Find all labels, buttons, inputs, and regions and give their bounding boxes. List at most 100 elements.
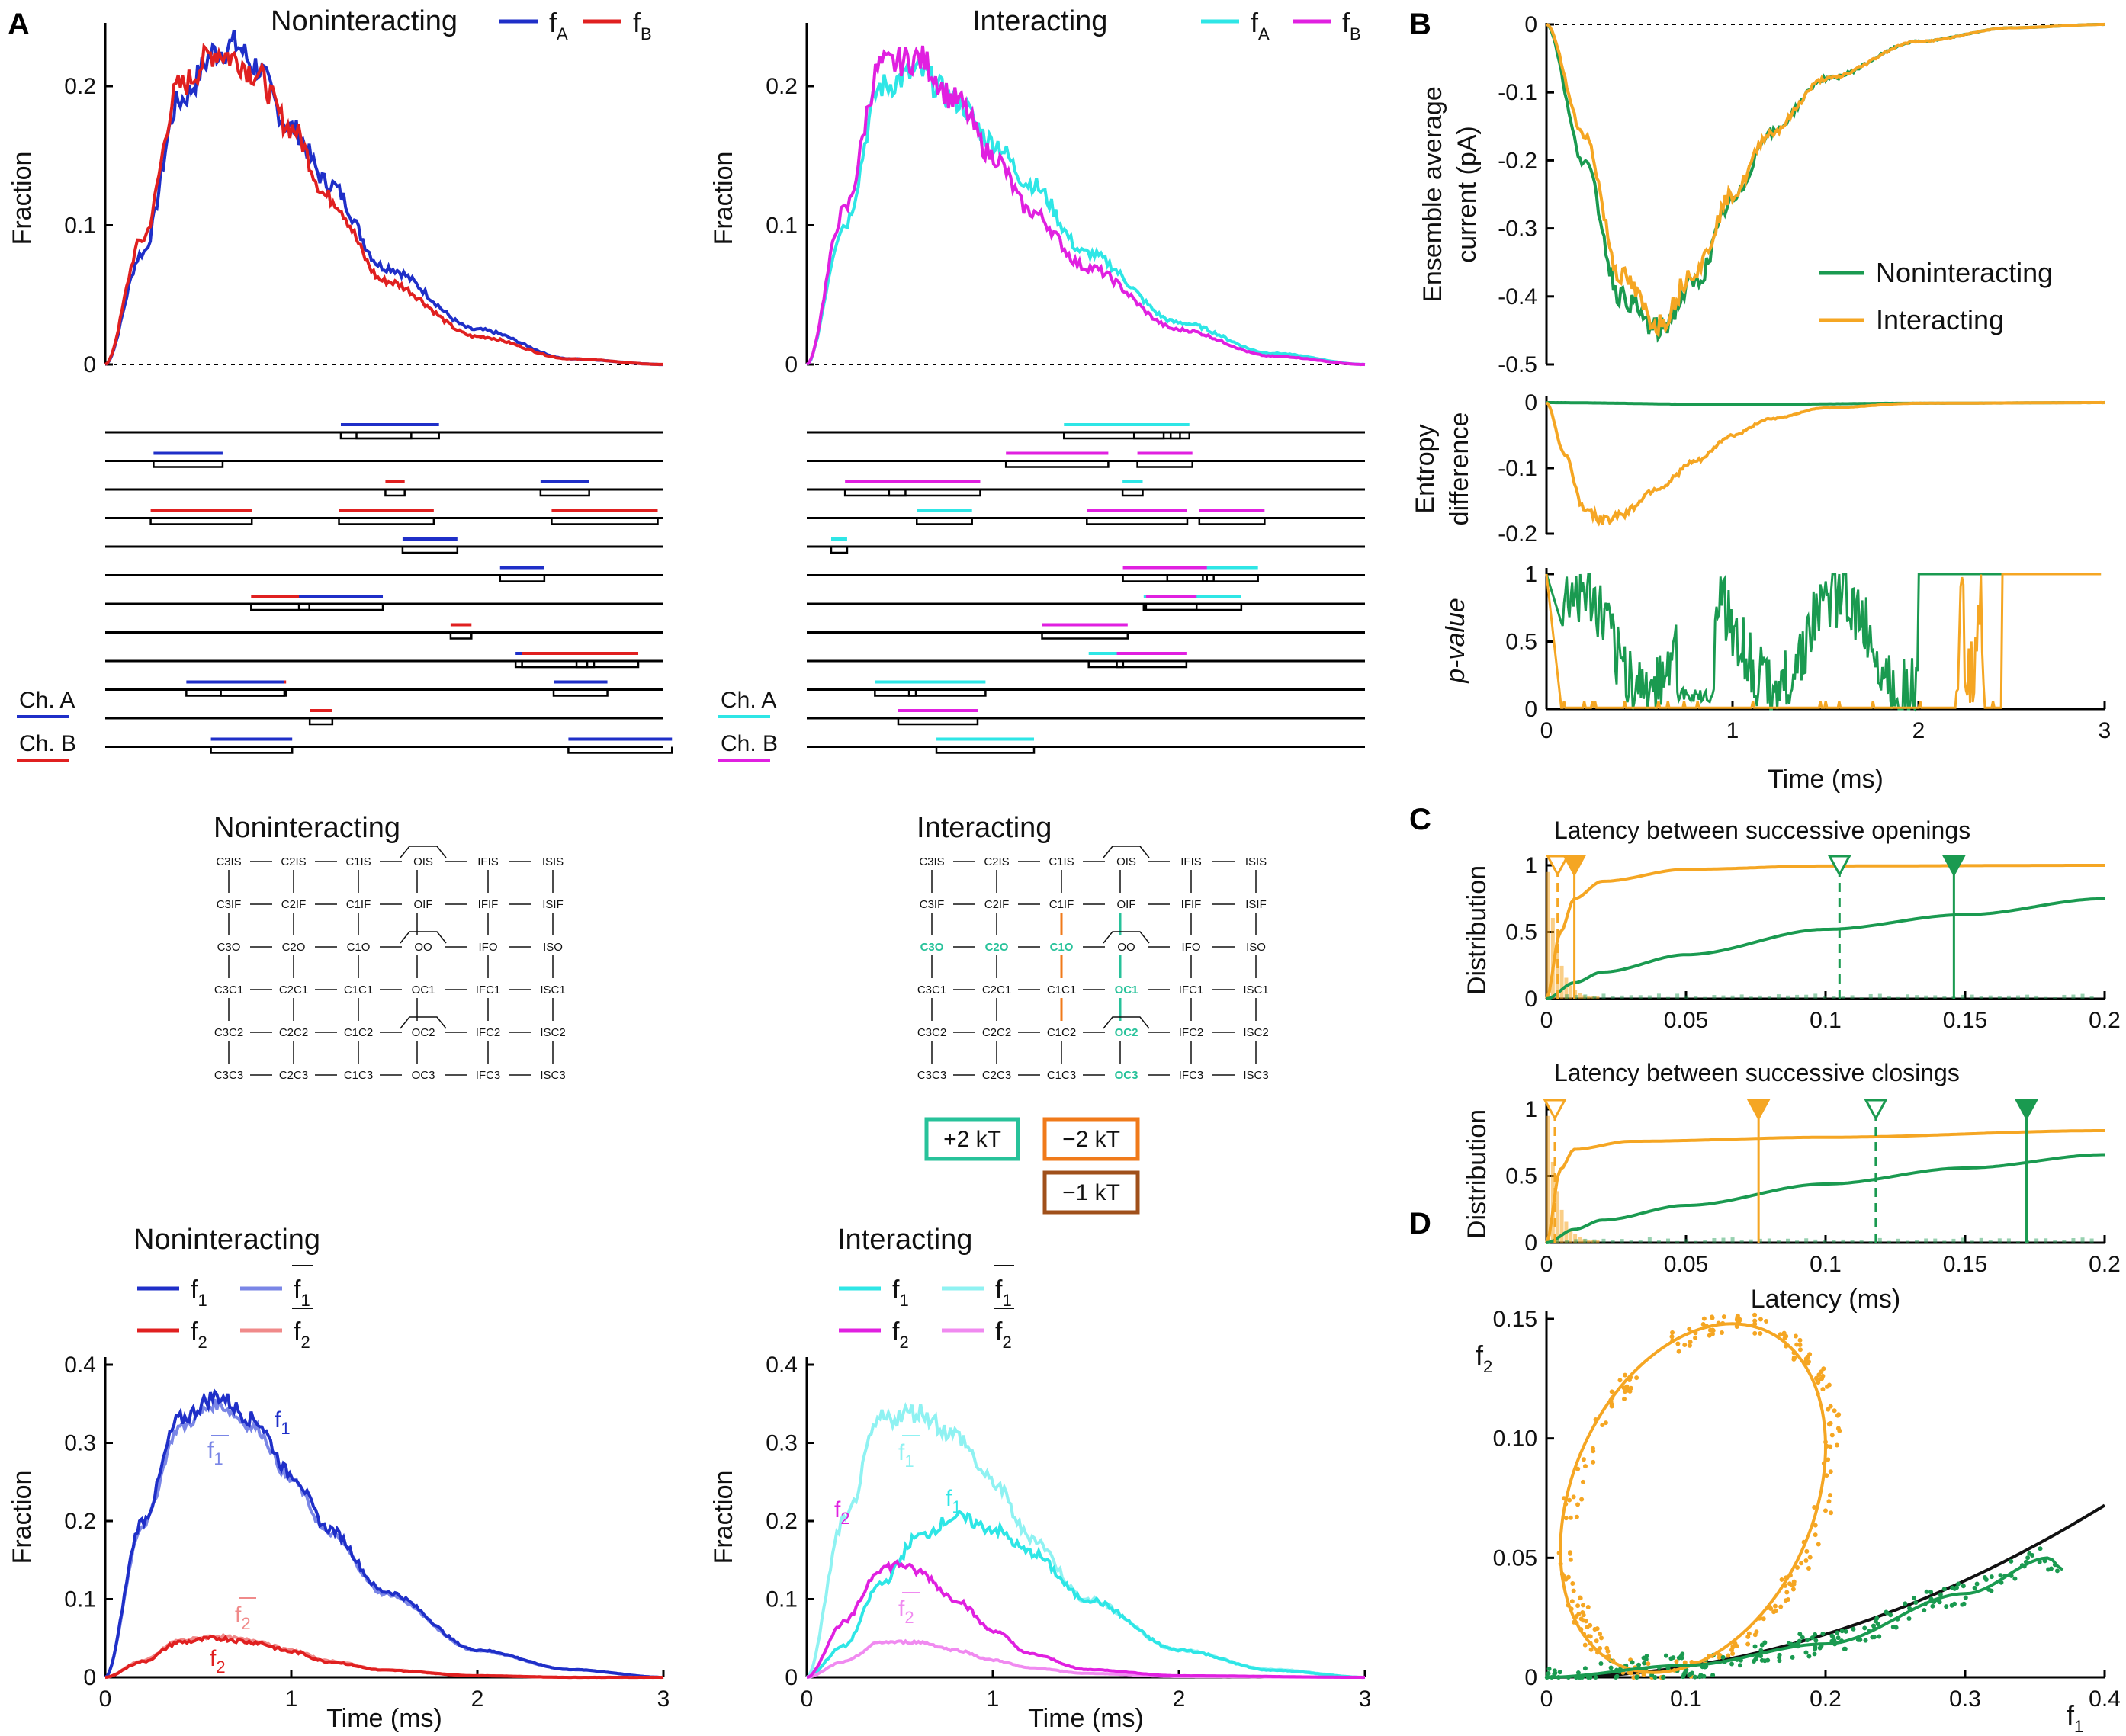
point-interacting (1785, 1596, 1790, 1602)
state-c1if: C1IF (1049, 898, 1074, 911)
point-interacting (1676, 1349, 1681, 1354)
hist-bar-noninteracting (2062, 1240, 2067, 1243)
point-noninteracting (1598, 1661, 1604, 1667)
point-noninteracting (2025, 1555, 2031, 1561)
state-ifc3: IFC3 (476, 1069, 501, 1082)
x-tick-label: 3 (2099, 718, 2112, 743)
series-f1 (806, 1509, 1365, 1680)
trace-event (1202, 575, 1259, 582)
hist-bar-noninteracting (1776, 1240, 1781, 1243)
point-interacting (1571, 1494, 1576, 1500)
trace-event (539, 489, 590, 497)
trace-event (449, 632, 473, 640)
state-ifc1: IFC1 (1179, 984, 1204, 996)
point-interacting (1828, 1404, 1833, 1409)
point-interacting (1826, 1499, 1832, 1504)
point-interacting (1784, 1333, 1789, 1339)
hist-bar-noninteracting (2080, 993, 2085, 999)
state-c1c2: C1C2 (344, 1026, 373, 1039)
series-interacting (1545, 864, 2105, 1000)
hist-bar-noninteracting (2089, 1238, 2094, 1243)
point-noninteracting (1839, 1629, 1845, 1634)
y-ticks: 0 -0.1 -0.2 (1498, 390, 1554, 547)
hist-bar-noninteracting (1924, 1238, 1928, 1243)
state-c3c3: C3C3 (917, 1069, 946, 1082)
point-interacting (1575, 1502, 1581, 1507)
transition-bracket (400, 846, 447, 858)
state-c3is: C3IS (919, 855, 944, 868)
y-ticks: 0 0.1 0.2 (766, 74, 814, 377)
channel-a-label-right: Ch. A (721, 688, 776, 713)
hist-bar-interacting (1591, 1240, 1595, 1243)
trace-event (897, 718, 979, 726)
point-interacting (1588, 1647, 1594, 1652)
hist-bar-noninteracting (1758, 995, 1762, 999)
hist-bar-interacting (1591, 996, 1595, 999)
point-noninteracting (1663, 1653, 1668, 1658)
state-ifo: IFO (479, 941, 498, 954)
point-interacting (1794, 1342, 1800, 1347)
hist-bar-noninteracting (1694, 996, 1698, 999)
trace-event (297, 604, 384, 611)
trace-event (551, 518, 659, 525)
point-noninteracting (1575, 1670, 1581, 1676)
state-c1c1: C1C1 (1047, 984, 1076, 996)
point-interacting (1829, 1510, 1834, 1516)
energy-label-plus2: +2 kT (943, 1127, 1001, 1152)
y-axis-title: f2 (1476, 1340, 1492, 1376)
hist-bar-noninteracting (1721, 1237, 1726, 1243)
point-noninteracting (1922, 1608, 1927, 1613)
panel-label-c: C (1409, 803, 1431, 836)
trace-event (153, 460, 224, 468)
y-tick-label: 0 (1524, 1231, 1537, 1256)
axis-ticks: 0 0.5 1 0 1 2 3 (1505, 562, 2111, 743)
state-oc3: OC3 (412, 1069, 435, 1082)
point-interacting (1828, 1469, 1833, 1474)
hist-bar-noninteracting (1703, 996, 1707, 999)
point-noninteracting (1944, 1604, 1949, 1609)
point-noninteracting (2012, 1576, 2018, 1581)
y-tick-label: 0.10 (1493, 1426, 1537, 1452)
state-isc1: ISC1 (540, 984, 565, 996)
y-tick-label: -0.3 (1498, 217, 1537, 242)
point-noninteracting (1851, 1626, 1856, 1632)
x-axis-title: f1 (2067, 1699, 2083, 1736)
hist-bar-noninteracting (2034, 995, 2039, 999)
hist-bar-interacting (1550, 917, 1555, 999)
point-interacting (1675, 1341, 1681, 1346)
trace-event (567, 746, 673, 754)
hist-bar-noninteracting (1583, 1238, 1588, 1243)
marker-triangle (1864, 1099, 1888, 1122)
hist-bar-noninteracting (1601, 1238, 1606, 1243)
point-interacting (1646, 1661, 1651, 1667)
state-c3is: C3IS (216, 855, 241, 868)
point-interacting (1598, 1631, 1603, 1636)
point-interacting (1826, 1421, 1832, 1426)
series-interacting (1559, 1322, 1828, 1674)
trace-event (401, 547, 459, 554)
chart-b-current: 0 -0.1 -0.2 -0.3 -0.4 -0.5 Ensemble average c… (1418, 12, 2105, 377)
point-interacting (1803, 1558, 1809, 1564)
point-noninteracting (1938, 1592, 1943, 1597)
point-interacting (1752, 1330, 1758, 1336)
series-interacting (1545, 400, 2105, 527)
hist-bar-noninteracting (1979, 996, 1983, 999)
y-tick-label: 0.1 (766, 1587, 798, 1612)
hist-bar-interacting (1595, 1240, 1600, 1243)
hist-bar-noninteracting (1574, 994, 1578, 999)
y-tick-label: 0.2 (766, 74, 798, 99)
point-interacting (1774, 1609, 1779, 1614)
point-noninteracting (1797, 1632, 1803, 1637)
x-tick-label: 0.2 (2089, 1252, 2121, 1277)
point-noninteracting (1810, 1635, 1815, 1641)
hist-bar-noninteracting (1823, 1240, 1827, 1243)
state-c2c2: C2C2 (982, 1026, 1011, 1039)
hist-bar-noninteracting (2089, 996, 2094, 999)
state-c1o: C1O (347, 941, 371, 954)
point-interacting (1604, 1645, 1610, 1651)
point-interacting (1816, 1542, 1821, 1547)
state-oc3: OC3 (1115, 1069, 1138, 1082)
point-interacting (1578, 1595, 1583, 1600)
point-interacting (1721, 1314, 1726, 1320)
traces-interacting (807, 423, 1365, 754)
